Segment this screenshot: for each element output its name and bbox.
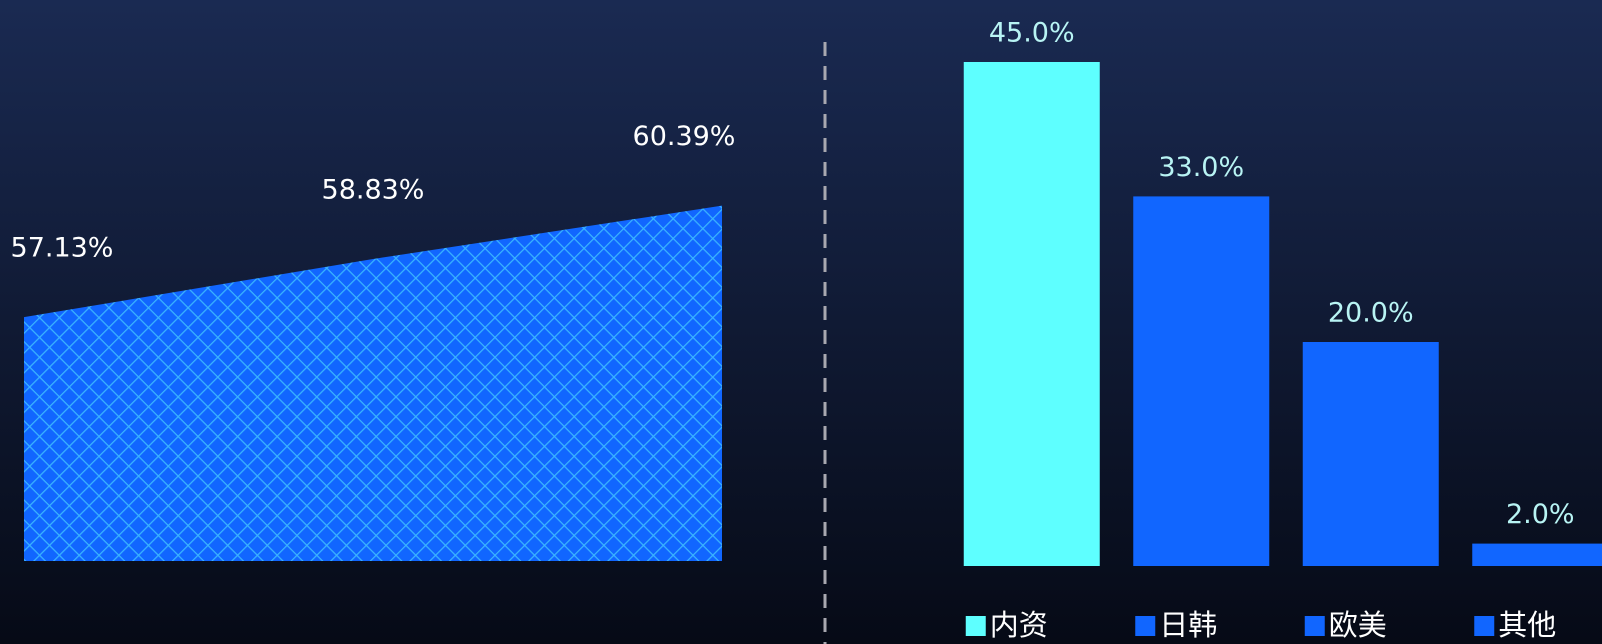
bar bbox=[1472, 543, 1602, 566]
data-label: 57.13% bbox=[11, 233, 114, 264]
data-label: 20.0% bbox=[1328, 298, 1414, 329]
area bbox=[24, 205, 722, 562]
data-label: 58.83% bbox=[322, 175, 425, 206]
data-label: 45.0% bbox=[989, 18, 1075, 49]
legend-swatch bbox=[1135, 616, 1156, 636]
legend-swatch bbox=[1474, 616, 1495, 636]
bar bbox=[1133, 196, 1270, 566]
legend-swatch bbox=[1304, 616, 1325, 636]
legend-label: 日韩 bbox=[1159, 608, 1217, 642]
legend-swatch bbox=[965, 616, 986, 636]
legend-label: 内资 bbox=[990, 608, 1048, 642]
data-label: 60.39% bbox=[633, 121, 736, 152]
bar bbox=[963, 62, 1100, 566]
legend-label: 其他 bbox=[1498, 608, 1556, 642]
bar bbox=[1302, 342, 1439, 566]
legend-label: 欧美 bbox=[1329, 608, 1387, 642]
data-label: 33.0% bbox=[1158, 152, 1244, 183]
data-label: 2.0% bbox=[1506, 499, 1575, 530]
